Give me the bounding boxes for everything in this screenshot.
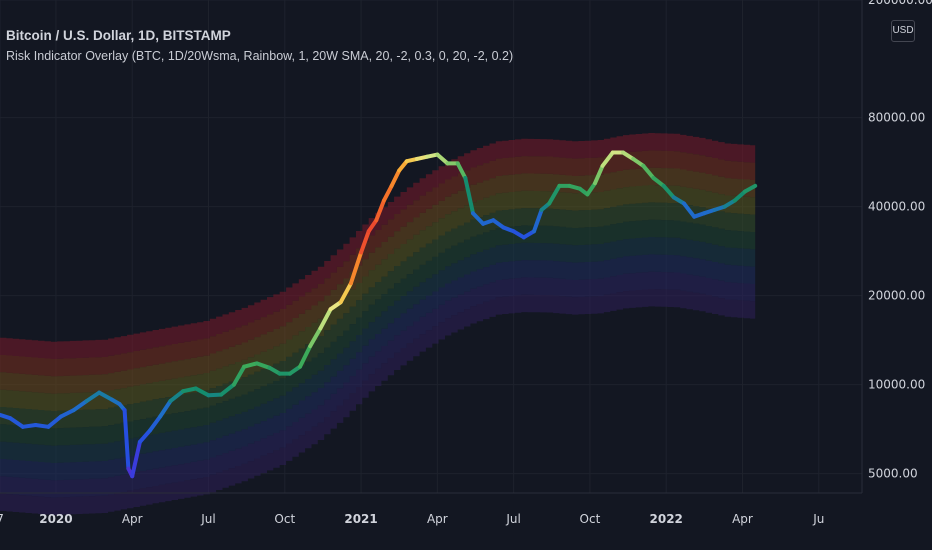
price-segment (84, 390, 102, 404)
price-segment (732, 189, 747, 203)
price-segment (328, 300, 343, 312)
y-tick-label: 200000.00 (868, 0, 932, 7)
price-segment (193, 386, 211, 398)
price-segment (59, 408, 76, 419)
price-segment (158, 399, 173, 419)
x-tick-label: 2020 (39, 512, 72, 526)
price-segment (181, 386, 198, 394)
price-segment (148, 414, 163, 433)
price-segment (366, 218, 379, 234)
price-segment (8, 416, 25, 429)
price-segment (651, 176, 666, 188)
x-tick-label: Apr (122, 512, 143, 526)
x-tick-label: 7 (0, 512, 4, 526)
y-tick-label: 20000.00 (868, 289, 925, 303)
price-segment (621, 150, 636, 161)
price-segment (97, 390, 114, 402)
price-segment (318, 307, 333, 331)
price-segment (287, 364, 302, 376)
price-segment (585, 181, 597, 197)
price-segment (532, 207, 544, 234)
price-segment (20, 423, 38, 429)
currency-badge[interactable]: USD (891, 20, 915, 42)
x-tick-label: Apr (427, 512, 448, 526)
price-segment (631, 156, 646, 168)
x-tick-label: Oct (274, 512, 295, 526)
price-segment (219, 382, 236, 397)
price-segment (130, 439, 142, 479)
study-legend[interactable]: Risk Indicator Overlay (BTC, 1D/20Wsma, … (6, 49, 514, 63)
price-segment (463, 176, 475, 216)
x-axis[interactable]: 7 2020 Apr Jul Oct 2021 Apr Jul Oct 2022 Apr Ju (0, 512, 824, 526)
y-axis[interactable]: 200000.00 80000.00 40000.00 20000.00 10000.0… (868, 0, 932, 481)
price-segment (308, 326, 323, 349)
y-tick-label: 10000.00 (868, 378, 925, 392)
price-segment (359, 229, 371, 255)
price-segment (46, 414, 63, 429)
price-segment (348, 250, 364, 286)
price-segment (471, 211, 486, 226)
x-tick-label: Jul (505, 512, 520, 526)
price-segment (298, 344, 313, 369)
price-segment (593, 163, 605, 186)
y-tick-label: 80000.00 (868, 111, 925, 125)
price-segment (122, 408, 131, 471)
price-segment (382, 183, 394, 203)
price-segment (491, 218, 506, 230)
price-segment (600, 150, 615, 168)
price-segment (435, 152, 450, 166)
x-tick-label: 2022 (650, 512, 683, 526)
price-segment (374, 198, 386, 223)
x-tick-label: Oct (580, 512, 601, 526)
price-segment (397, 159, 409, 173)
price-segment (389, 168, 402, 188)
price-segment (254, 361, 272, 370)
price-segment (661, 183, 676, 200)
price-segment (338, 281, 353, 305)
price-segment (455, 161, 468, 180)
price-segment (231, 364, 247, 387)
x-tick-label: Apr (732, 512, 753, 526)
chart-legend: Bitcoin / U.S. Dollar, 1D, BITSTAMP Risk… (6, 26, 513, 66)
price-segment (547, 183, 562, 206)
y-tick-label: 5000.00 (868, 467, 918, 481)
price-segment (71, 399, 89, 413)
y-tick-label: 40000.00 (868, 200, 925, 214)
x-tick-label: Ju (812, 512, 824, 526)
price-segment (743, 183, 758, 194)
price-segment (168, 389, 186, 404)
price-segment (33, 423, 51, 429)
x-tick-label: Jul (200, 512, 215, 526)
price-series (0, 150, 758, 479)
price-segment (137, 428, 152, 444)
price-segment (682, 201, 697, 219)
price-segment (206, 392, 224, 398)
price-segment (641, 163, 656, 180)
symbol-title[interactable]: Bitcoin / U.S. Dollar, 1D, BITSTAMP (6, 28, 231, 43)
x-tick-label: 2021 (344, 512, 377, 526)
price-segment (242, 361, 259, 369)
risk-bands (0, 133, 756, 515)
